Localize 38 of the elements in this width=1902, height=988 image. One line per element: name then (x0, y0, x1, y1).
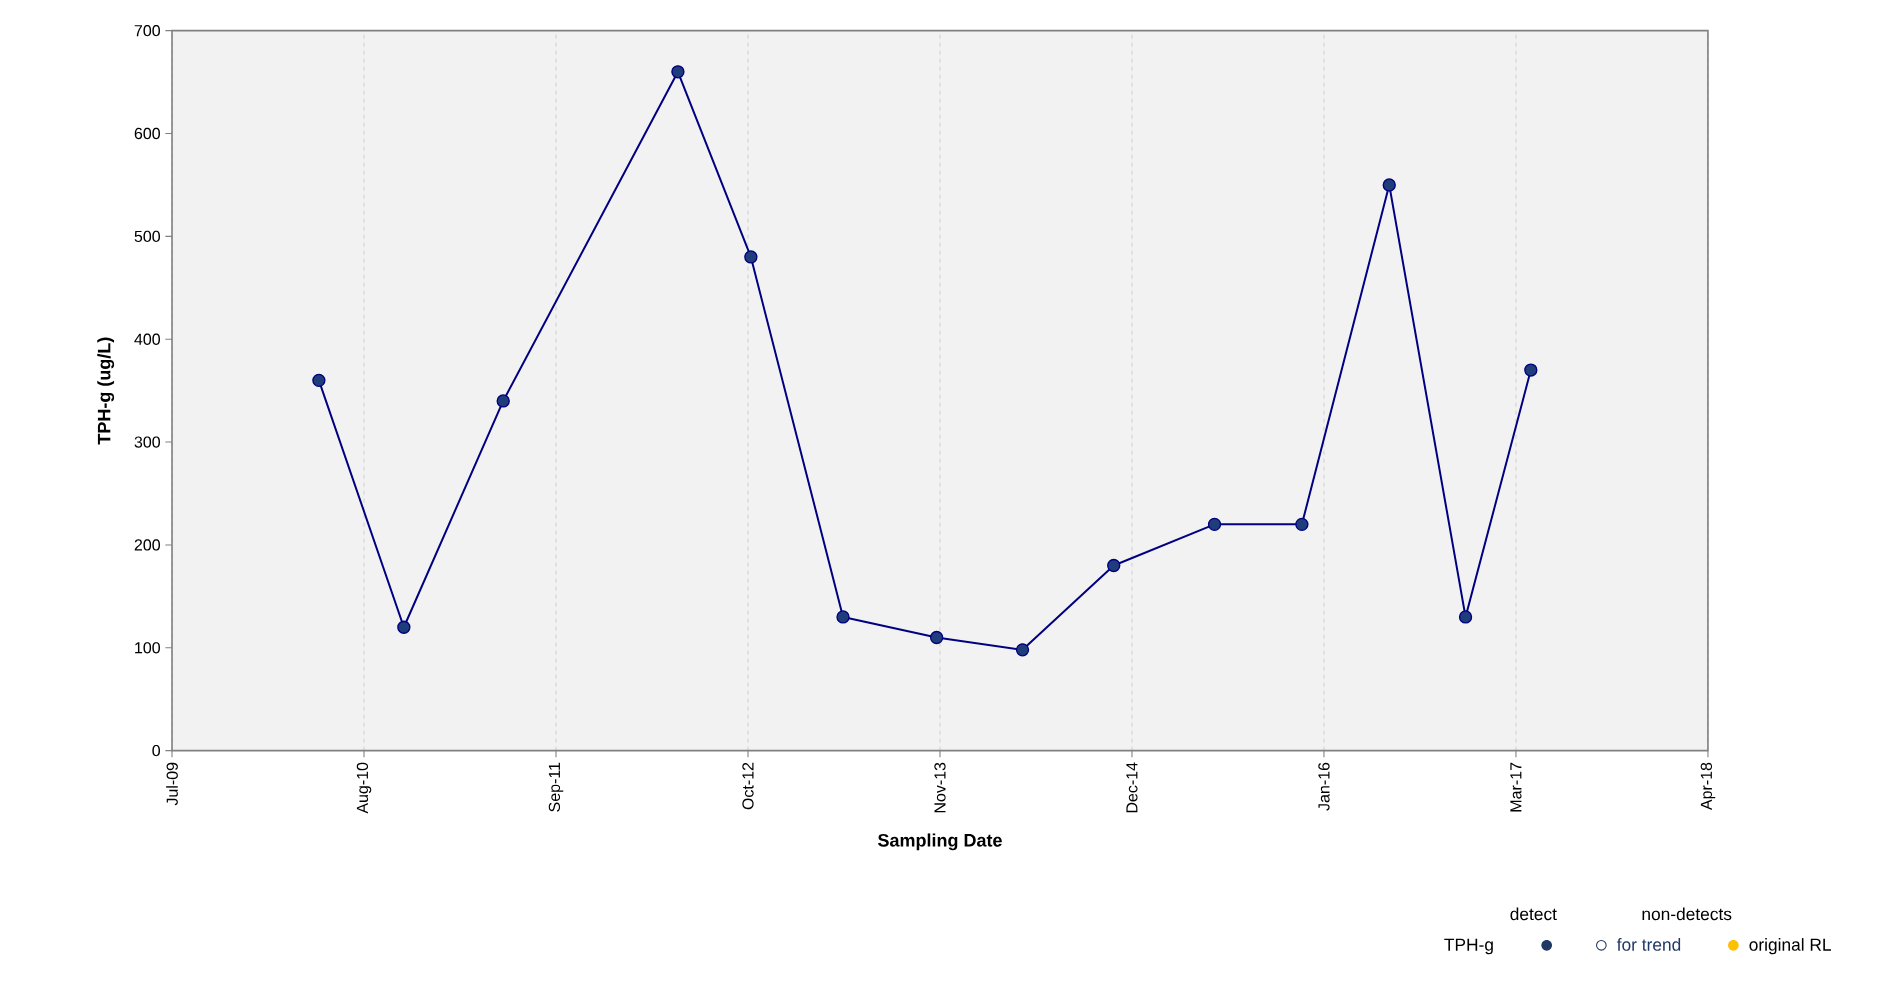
y-tick-label: 100 (135, 642, 161, 654)
text: detect (1510, 907, 1557, 921)
y-tick-label: 400 (134, 333, 161, 345)
point (1524, 363, 1538, 377)
x-axis-title: Sampling Date (877, 833, 1002, 851)
point (496, 394, 510, 408)
y-tick-label: 500 (134, 230, 161, 243)
x-tick-label: Jan-16 (1318, 762, 1330, 811)
text: non-detects (1642, 907, 1732, 921)
x-tick-label: Dec-14 (1126, 762, 1138, 813)
point (1015, 643, 1030, 657)
point (671, 65, 685, 79)
point (1107, 558, 1121, 573)
point (836, 610, 850, 624)
point (397, 620, 411, 634)
y-tick-label: 700 (134, 25, 161, 37)
point (744, 250, 758, 264)
y-tick-label: 300 (134, 436, 161, 448)
x-tick-label: Apr-18 (1700, 762, 1716, 811)
y-tick-label: 600 (134, 127, 161, 140)
y-tick-label: 0 (152, 744, 161, 757)
x-tick-label: Mar-17 (1510, 762, 1522, 812)
point (1295, 517, 1309, 532)
x-tick-label: Oct-12 (742, 762, 754, 810)
point (312, 373, 326, 388)
point (1458, 610, 1473, 624)
legend-label: original RL (1749, 938, 1831, 955)
legend-label: for trend (1616, 938, 1681, 951)
point (1207, 517, 1222, 532)
point (929, 630, 944, 645)
x-tick-label: Nov-13 (934, 762, 946, 813)
x-tick-label: Sep-11 (548, 762, 564, 812)
x-tick-label: Aug-10 (356, 762, 372, 814)
y-axis-title: TPH-g (ug/L) (97, 337, 115, 445)
x-tick-label: Jul-09 (166, 762, 178, 806)
point (1382, 178, 1396, 192)
text: TPH-g (1444, 938, 1493, 955)
y-tick-label: 200 (134, 539, 161, 551)
